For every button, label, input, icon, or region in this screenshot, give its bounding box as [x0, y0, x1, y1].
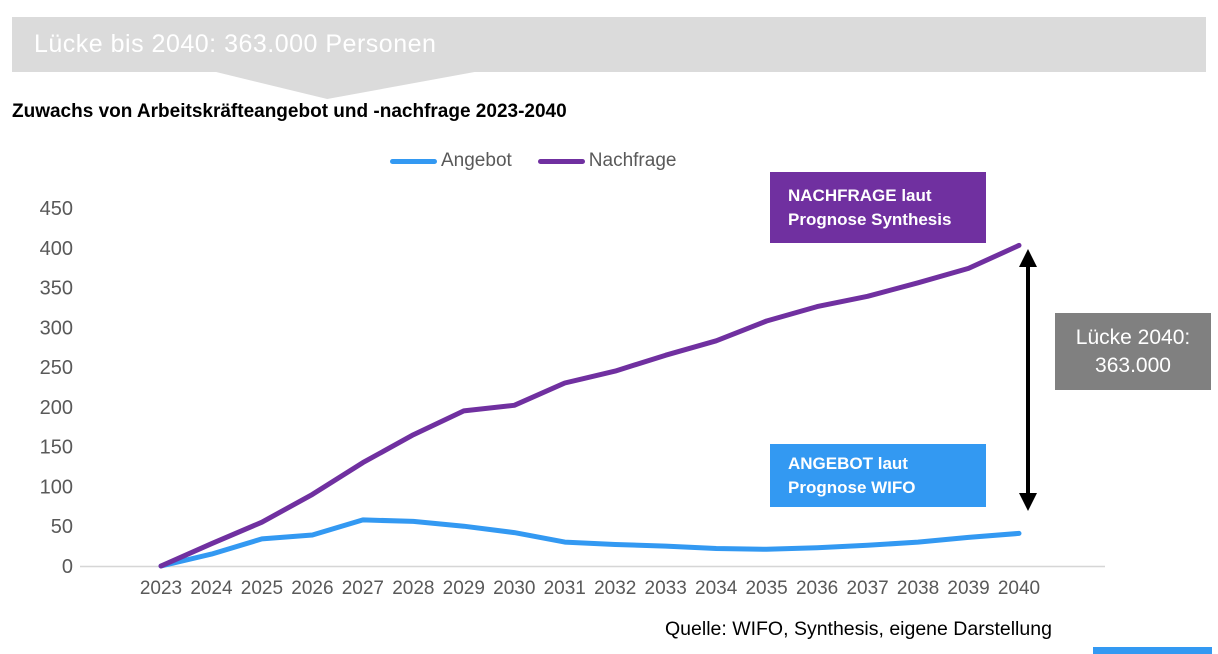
- x-axis-tick-label: 2024: [190, 578, 233, 599]
- gap-arrow-up-head-icon: [1019, 249, 1037, 267]
- x-axis-tick-label: 2037: [846, 578, 888, 599]
- gap-double-arrow: [1019, 249, 1037, 511]
- legend-item-nachfrage: Nachfrage: [537, 150, 677, 172]
- gap-value-line1: Lücke 2040:: [1075, 325, 1191, 349]
- angebot-callout-line2: Prognose WIFO: [788, 477, 916, 497]
- y-axis-tick-label: 350: [40, 278, 73, 300]
- angebot-line-swatch-icon: [390, 158, 437, 164]
- angebot-callout-line1: ANGEBOT laut: [788, 453, 908, 473]
- x-axis-tick-label: 2027: [342, 578, 384, 599]
- x-axis-tick-label: 2038: [897, 578, 939, 599]
- x-axis-tick-label: 2028: [392, 578, 434, 599]
- legend-item-angebot: Angebot: [390, 150, 512, 172]
- gap-value-line2: 363.000: [1095, 353, 1171, 377]
- x-axis-tick-label: 2030: [493, 578, 535, 599]
- x-axis-tick-label: 2023: [140, 578, 182, 599]
- nachfrage-callout-box: NACHFRAGE laut Prognose Synthesis: [770, 172, 986, 243]
- nachfrage-callout-line2: Prognose Synthesis: [788, 209, 952, 229]
- y-axis-tick-label: 50: [51, 516, 73, 538]
- x-axis-tick-label: 2032: [594, 578, 636, 599]
- gap-arrow-down-head-icon: [1019, 493, 1037, 511]
- y-axis-tick-label: 450: [40, 198, 73, 220]
- y-axis-tick-label: 250: [40, 357, 73, 379]
- section-banner: Lücke bis 2040: 363.000 Personen: [12, 17, 1206, 72]
- series-line-angebot: [158, 517, 1022, 569]
- x-axis-tick-label: 2035: [745, 578, 787, 599]
- x-axis-tick-label: 2033: [645, 578, 687, 599]
- y-axis-tick-label: 0: [62, 556, 73, 578]
- y-axis-tick-label: 100: [40, 476, 73, 498]
- x-axis-tick-label: 2029: [443, 578, 485, 599]
- section-banner-text: Lücke bis 2040: 363.000 Personen: [34, 30, 437, 58]
- nachfrage-callout-line1: NACHFRAGE laut: [788, 185, 932, 205]
- y-axis-tick-label: 400: [40, 238, 73, 260]
- y-axis-tick-label: 200: [40, 397, 73, 419]
- y-axis-tick-label: 150: [40, 437, 73, 459]
- legend-label-nachfrage: Nachfrage: [588, 150, 677, 171]
- y-axis-tick-label: 300: [40, 317, 73, 339]
- series-line-nachfrage: [158, 242, 1022, 569]
- chart-title: Zuwachs von Arbeitskräfteangebot und -na…: [12, 101, 567, 122]
- x-axis-tick-label: 2025: [241, 578, 283, 599]
- nachfrage-line-swatch-icon: [537, 158, 585, 164]
- chart-legend: Angebot Nachfrage: [390, 148, 676, 174]
- footer-accent-bar: [1093, 647, 1212, 654]
- x-axis-tick-label: 2039: [947, 578, 989, 599]
- source-caption: Quelle: WIFO, Synthesis, eigene Darstell…: [665, 618, 1052, 640]
- x-axis-tick-label: 2031: [544, 578, 586, 599]
- x-axis-tick-label: 2034: [695, 578, 738, 599]
- x-axis-tick-label: 2036: [796, 578, 838, 599]
- x-axis-tick-label: 2026: [291, 578, 333, 599]
- x-axis-tick-label: 2040: [998, 578, 1040, 599]
- angebot-callout-box: ANGEBOT laut Prognose WIFO: [770, 444, 986, 507]
- legend-label-angebot: Angebot: [441, 150, 512, 171]
- gap-value-box: Lücke 2040: 363.000: [1055, 313, 1211, 390]
